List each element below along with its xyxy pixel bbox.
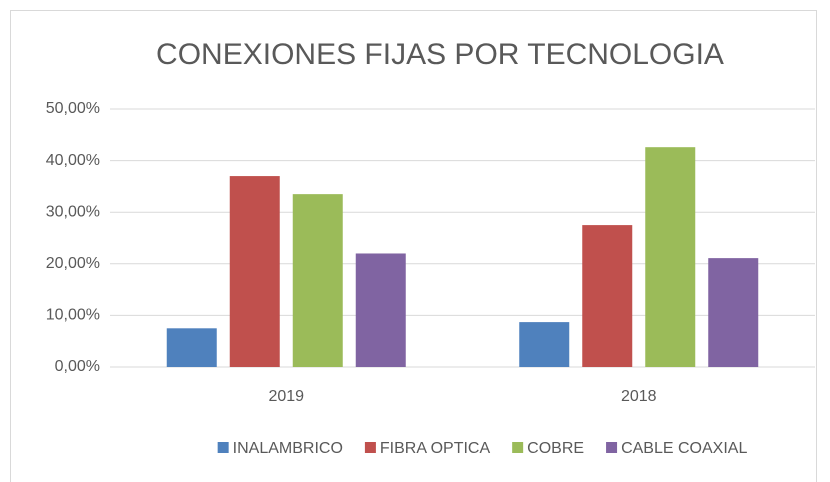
- bar: [355, 253, 406, 367]
- y-tick-label: 10,00%: [46, 307, 100, 324]
- y-tick-label: 40,00%: [46, 152, 100, 169]
- bar: [229, 176, 280, 367]
- legend-label: CABLE COAXIAL: [621, 440, 747, 457]
- x-tick-label: 2018: [621, 388, 657, 405]
- bar: [582, 225, 633, 367]
- y-tick-label: 50,00%: [46, 100, 100, 117]
- legend-swatch: [217, 442, 229, 453]
- chart-title: CONEXIONES FIJAS POR TECNOLOGIA: [156, 38, 724, 71]
- bar: [708, 258, 759, 367]
- bar: [645, 147, 696, 367]
- legend-label: FIBRA OPTICA: [380, 440, 491, 457]
- legend-label: INALAMBRICO: [233, 440, 343, 457]
- bar: [519, 322, 570, 367]
- y-tick-label: 30,00%: [46, 203, 100, 220]
- legend-swatch: [606, 442, 618, 453]
- bar: [166, 328, 217, 367]
- legend-label: COBRE: [527, 440, 584, 457]
- y-tick-label: 20,00%: [46, 255, 100, 272]
- bar: [292, 194, 343, 367]
- chart-border: [10, 10, 817, 482]
- x-tick-label: 2019: [268, 388, 304, 405]
- legend-swatch: [364, 442, 376, 453]
- y-tick-label: 0,00%: [55, 358, 100, 375]
- legend-swatch: [512, 442, 524, 453]
